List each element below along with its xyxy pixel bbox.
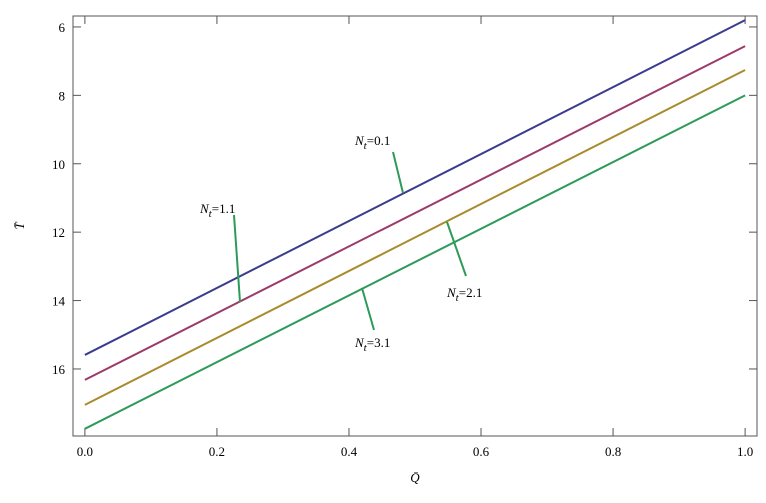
annotation-label: Nt=2.1 [446, 285, 482, 304]
y-tick-label: 16 [52, 362, 66, 377]
annotation-symbol: N [199, 201, 210, 216]
data-line [84, 19, 746, 356]
y-tick-label: 8 [59, 88, 66, 103]
annotation-subscript: t [209, 208, 213, 220]
annotation-text: =1.1 [212, 201, 236, 216]
y-tick-label: 10 [52, 157, 65, 172]
annotation-subscript: t [364, 342, 368, 354]
annotation-leader [233, 214, 241, 303]
y-tick-label: 12 [52, 225, 65, 240]
annotation-symbol: N [354, 133, 365, 148]
annotation-subscript: t [456, 292, 460, 304]
annotation-label: Nt=0.1 [354, 133, 390, 152]
data-line [84, 45, 746, 381]
x-tick-label: 1.0 [737, 444, 753, 459]
annotation-subscript: t [364, 140, 368, 152]
plot-frame [72, 15, 758, 437]
x-tick-label: 0.0 [77, 444, 93, 459]
x-tick-label: 0.4 [341, 444, 358, 459]
y-tick-label: 14 [52, 294, 66, 309]
x-tick-label: 0.8 [605, 444, 621, 459]
annotation-symbol: N [354, 335, 365, 350]
y-axis-label: T̄ [12, 222, 27, 230]
annotation-text: =2.1 [459, 285, 483, 300]
y-tick-label: 6 [59, 20, 66, 35]
annotation-leader [446, 221, 467, 277]
annotation-symbol: N [446, 285, 457, 300]
data-line [84, 94, 746, 430]
data-line [84, 69, 746, 406]
x-axis-label: Q̄ [410, 470, 420, 485]
annotation-text: =3.1 [367, 335, 391, 350]
x-tick-label: 0.2 [209, 444, 225, 459]
x-tick-label: 0.6 [473, 444, 490, 459]
annotation-label: Nt=1.1 [199, 201, 235, 220]
annotation-leader [361, 287, 375, 331]
annotation-text: =0.1 [367, 133, 391, 148]
annotation-leader [392, 151, 404, 194]
annotation-label: Nt=3.1 [354, 335, 390, 354]
